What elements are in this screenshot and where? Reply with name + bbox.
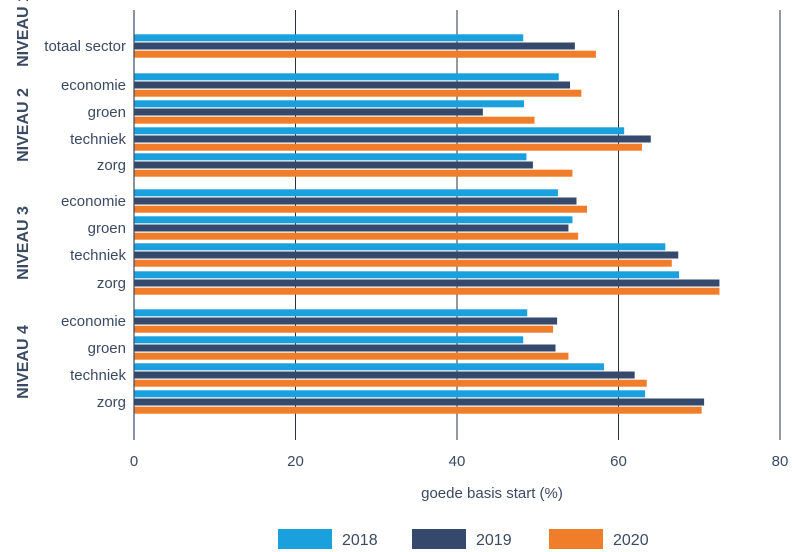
x-tick-label: 0 <box>130 453 138 470</box>
x-tick-label: 80 <box>772 453 789 470</box>
group-label: NIVEAU 2 <box>15 88 32 162</box>
bar-2019 <box>134 161 533 169</box>
x-tick-labels: 0 20 40 60 80 <box>130 453 789 470</box>
bar-2019 <box>134 108 483 116</box>
group-label: NIVEAU 4 <box>15 325 32 399</box>
legend-swatch-2019 <box>412 529 466 549</box>
bar-2019 <box>134 81 571 89</box>
bar-2019 <box>134 197 577 205</box>
category-label: groen <box>88 104 126 121</box>
bar-2020 <box>134 89 582 97</box>
category-label: groen <box>88 220 126 237</box>
bar-2018 <box>134 34 524 42</box>
category-labels: totaal sector economie groen techniek zorg ec… <box>44 38 126 411</box>
bar-2018 <box>134 243 666 251</box>
x-tick-label: 40 <box>449 453 466 470</box>
legend-label: 2019 <box>476 532 512 549</box>
bar-2020 <box>134 259 672 267</box>
legend-swatch-2020 <box>549 529 603 549</box>
bar-2020 <box>134 325 554 333</box>
bar-2018 <box>134 363 604 371</box>
category-label: totaal sector <box>44 38 126 55</box>
legend-swatch-2018 <box>278 529 332 549</box>
bars <box>134 34 720 414</box>
group-label: NIVEAU 1 <box>15 0 32 67</box>
bar-2018 <box>134 153 527 161</box>
group-label: NIVEAU 3 <box>15 206 32 280</box>
bar-2018 <box>134 127 625 135</box>
bar-2018 <box>134 336 524 344</box>
bar-2020 <box>134 379 647 387</box>
bar-2020 <box>134 169 573 177</box>
bar-2018 <box>134 189 558 197</box>
category-label: techniek <box>70 131 126 148</box>
x-tick-label: 60 <box>610 453 627 470</box>
bar-2019 <box>134 344 556 352</box>
group-labels: NIVEAU 1 NIVEAU 2 NIVEAU 3 NIVEAU 4 <box>15 0 32 399</box>
bar-2018 <box>134 271 680 279</box>
bar-2020 <box>134 232 579 240</box>
bar-2018 <box>134 73 559 81</box>
bar-2018 <box>134 216 573 224</box>
bar-2019 <box>134 371 635 379</box>
category-label: zorg <box>97 275 126 292</box>
bar-2020 <box>134 352 569 360</box>
category-label: zorg <box>97 394 126 411</box>
bar-2019 <box>134 135 651 143</box>
x-tick-label: 20 <box>287 453 304 470</box>
bar-2019 <box>134 42 575 50</box>
bar-2020 <box>134 406 702 414</box>
legend-label: 2018 <box>342 532 378 549</box>
bar-2019 <box>134 224 569 232</box>
category-label: techniek <box>70 367 126 384</box>
category-label: groen <box>88 340 126 357</box>
x-axis-title: goede basis start (%) <box>421 485 563 502</box>
legend-label: 2020 <box>613 532 649 549</box>
bar-2020 <box>134 205 588 213</box>
bar-2019 <box>134 279 720 287</box>
bar-2020 <box>134 287 720 295</box>
bar-2019 <box>134 398 705 406</box>
category-label: techniek <box>70 247 126 264</box>
category-label: economie <box>61 193 126 210</box>
bar-2018 <box>134 309 528 317</box>
category-label: economie <box>61 313 126 330</box>
bar-2020 <box>134 116 535 124</box>
bar-2019 <box>134 317 558 325</box>
legend: 2018 2019 2020 <box>278 529 649 549</box>
bar-2018 <box>134 390 646 398</box>
bar-2018 <box>134 100 525 108</box>
bar-2020 <box>134 143 642 151</box>
category-label: zorg <box>97 157 126 174</box>
bar-2020 <box>134 50 596 58</box>
category-label: economie <box>61 77 126 94</box>
bar-2019 <box>134 251 679 259</box>
